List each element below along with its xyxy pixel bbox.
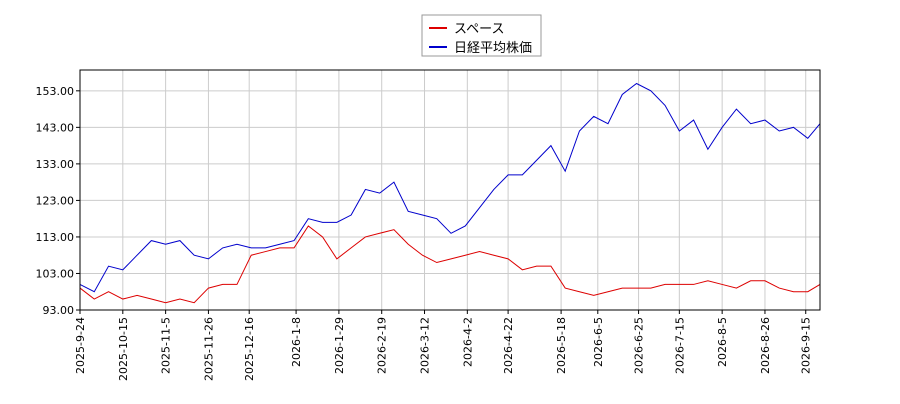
- y-tick-label: 123.00: [36, 194, 75, 207]
- x-tick-label: 2026-3-12: [419, 317, 432, 374]
- x-tick-label: 2026-9-15: [800, 317, 813, 374]
- y-tick-label: 153.00: [36, 85, 75, 98]
- x-tick-label: 2026-5-18: [555, 317, 568, 374]
- x-tick-label: 2026-4-2: [461, 317, 474, 367]
- x-tick-label: 2026-8-5: [716, 317, 729, 367]
- x-tick-label: 2026-6-25: [633, 317, 646, 374]
- x-tick-label: 2026-2-19: [376, 317, 389, 374]
- x-tick-label: 2026-4-22: [502, 317, 515, 374]
- series-line: [79, 82, 821, 293]
- x-tick-label: 2026-1-29: [333, 317, 346, 374]
- x-tick-label: 2026-8-26: [759, 317, 772, 374]
- x-tick-label: 2025-12-16: [243, 317, 256, 381]
- x-tick-label: 2025-10-15: [117, 317, 130, 381]
- legend-box: [421, 14, 542, 57]
- lines: [79, 82, 821, 304]
- x-tick-label: 2025-11-26: [202, 317, 215, 381]
- series-line: [79, 225, 821, 304]
- y-tick-label: 103.00: [36, 267, 75, 280]
- x-tick-label: 2026-1-8: [290, 317, 303, 367]
- y-tick-label: 143.00: [36, 121, 75, 134]
- x-tick-label: 2026-6-5: [592, 317, 605, 367]
- grid: 93.00 103.00 113.00 123.00 133.00 143.00 153.0…: [36, 70, 820, 381]
- x-tick-label: 2025-9-24: [74, 317, 87, 374]
- y-tick-label: 133.00: [36, 158, 75, 171]
- x-tick-label: 2026-7-15: [673, 317, 686, 374]
- x-tick-label: 2025-11-5: [160, 317, 173, 374]
- plot-frame: [79, 69, 821, 311]
- legend-label: 日経平均株価: [454, 41, 532, 56]
- legend-label: スペース: [454, 22, 504, 37]
- y-tick-label: 113.00: [36, 231, 75, 244]
- y-tick-label: 93.00: [43, 304, 75, 317]
